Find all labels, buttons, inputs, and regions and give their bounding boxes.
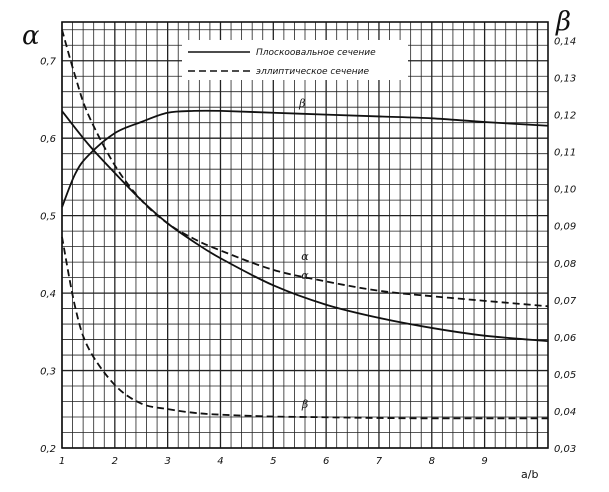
right-tick-label: 0,05 — [554, 370, 576, 381]
right-axis-symbol: β — [555, 7, 571, 37]
right-tick-label: 0,11 — [554, 148, 576, 159]
legend: Плоскоовальное сечение эллиптическое сеч… — [182, 40, 408, 80]
legend-label-dashed: эллиптическое сечение — [256, 67, 369, 77]
x-axis-label: a/b — [521, 468, 538, 481]
x-tick-label: 5 — [270, 456, 276, 467]
beta-dashed-line — [61, 236, 548, 420]
right-tick-label: 0,12 — [554, 111, 576, 122]
grid — [61, 22, 549, 449]
alpha-solid-line — [61, 110, 549, 343]
alpha-dashed-line — [61, 29, 549, 308]
x-tick-label: 2 — [112, 456, 118, 467]
left-tick-label: 0,6 — [40, 134, 56, 145]
right-tick-label: 0,07 — [554, 296, 577, 307]
curve-label: α — [301, 269, 309, 282]
right-tick-label: 0,04 — [554, 407, 576, 418]
series-group — [61, 29, 549, 420]
x-tick-label: 6 — [323, 456, 329, 467]
right-tick-label: 0,10 — [554, 185, 576, 196]
left-tick-label: 0,5 — [40, 212, 56, 223]
labels-group: β αα β — [298, 97, 309, 411]
legend-box — [182, 40, 408, 80]
legend-label-solid: Плоскоовальное сечение — [256, 48, 376, 58]
x-tick-label: 4 — [217, 456, 223, 467]
x-tick-label: 3 — [164, 456, 170, 467]
right-tick-label: 0,08 — [554, 259, 576, 270]
curve-label: β — [301, 398, 308, 411]
x-tick-label: 8 — [429, 456, 435, 467]
left-tick-label: 0,2 — [40, 444, 56, 455]
curve-label: β — [298, 97, 305, 110]
left-tick-label: 0,7 — [40, 57, 57, 68]
right-tick-label: 0,09 — [554, 222, 576, 233]
left-tick-label: 0,4 — [40, 289, 56, 300]
right-tick-label: 0,06 — [554, 333, 576, 344]
x-tick-label: 1 — [59, 456, 65, 467]
x-tick-label: 9 — [481, 456, 487, 467]
axes: 0,2 0,3 0,4 0,5 0,6 0,7 0,03 0,04 0,05 0,06 0,07 0,… — [40, 21, 577, 467]
plot-frame — [61, 21, 549, 449]
x-tick-label: 7 — [376, 456, 383, 467]
beta-solid-line — [61, 109, 549, 208]
right-tick-label: 0,14 — [554, 37, 576, 48]
right-tick-label: 0,13 — [554, 74, 576, 85]
right-tick-label: 0,03 — [554, 444, 576, 455]
left-tick-label: 0,3 — [40, 367, 56, 378]
left-axis-symbol: α — [22, 21, 40, 51]
curve-label: α — [301, 250, 309, 263]
